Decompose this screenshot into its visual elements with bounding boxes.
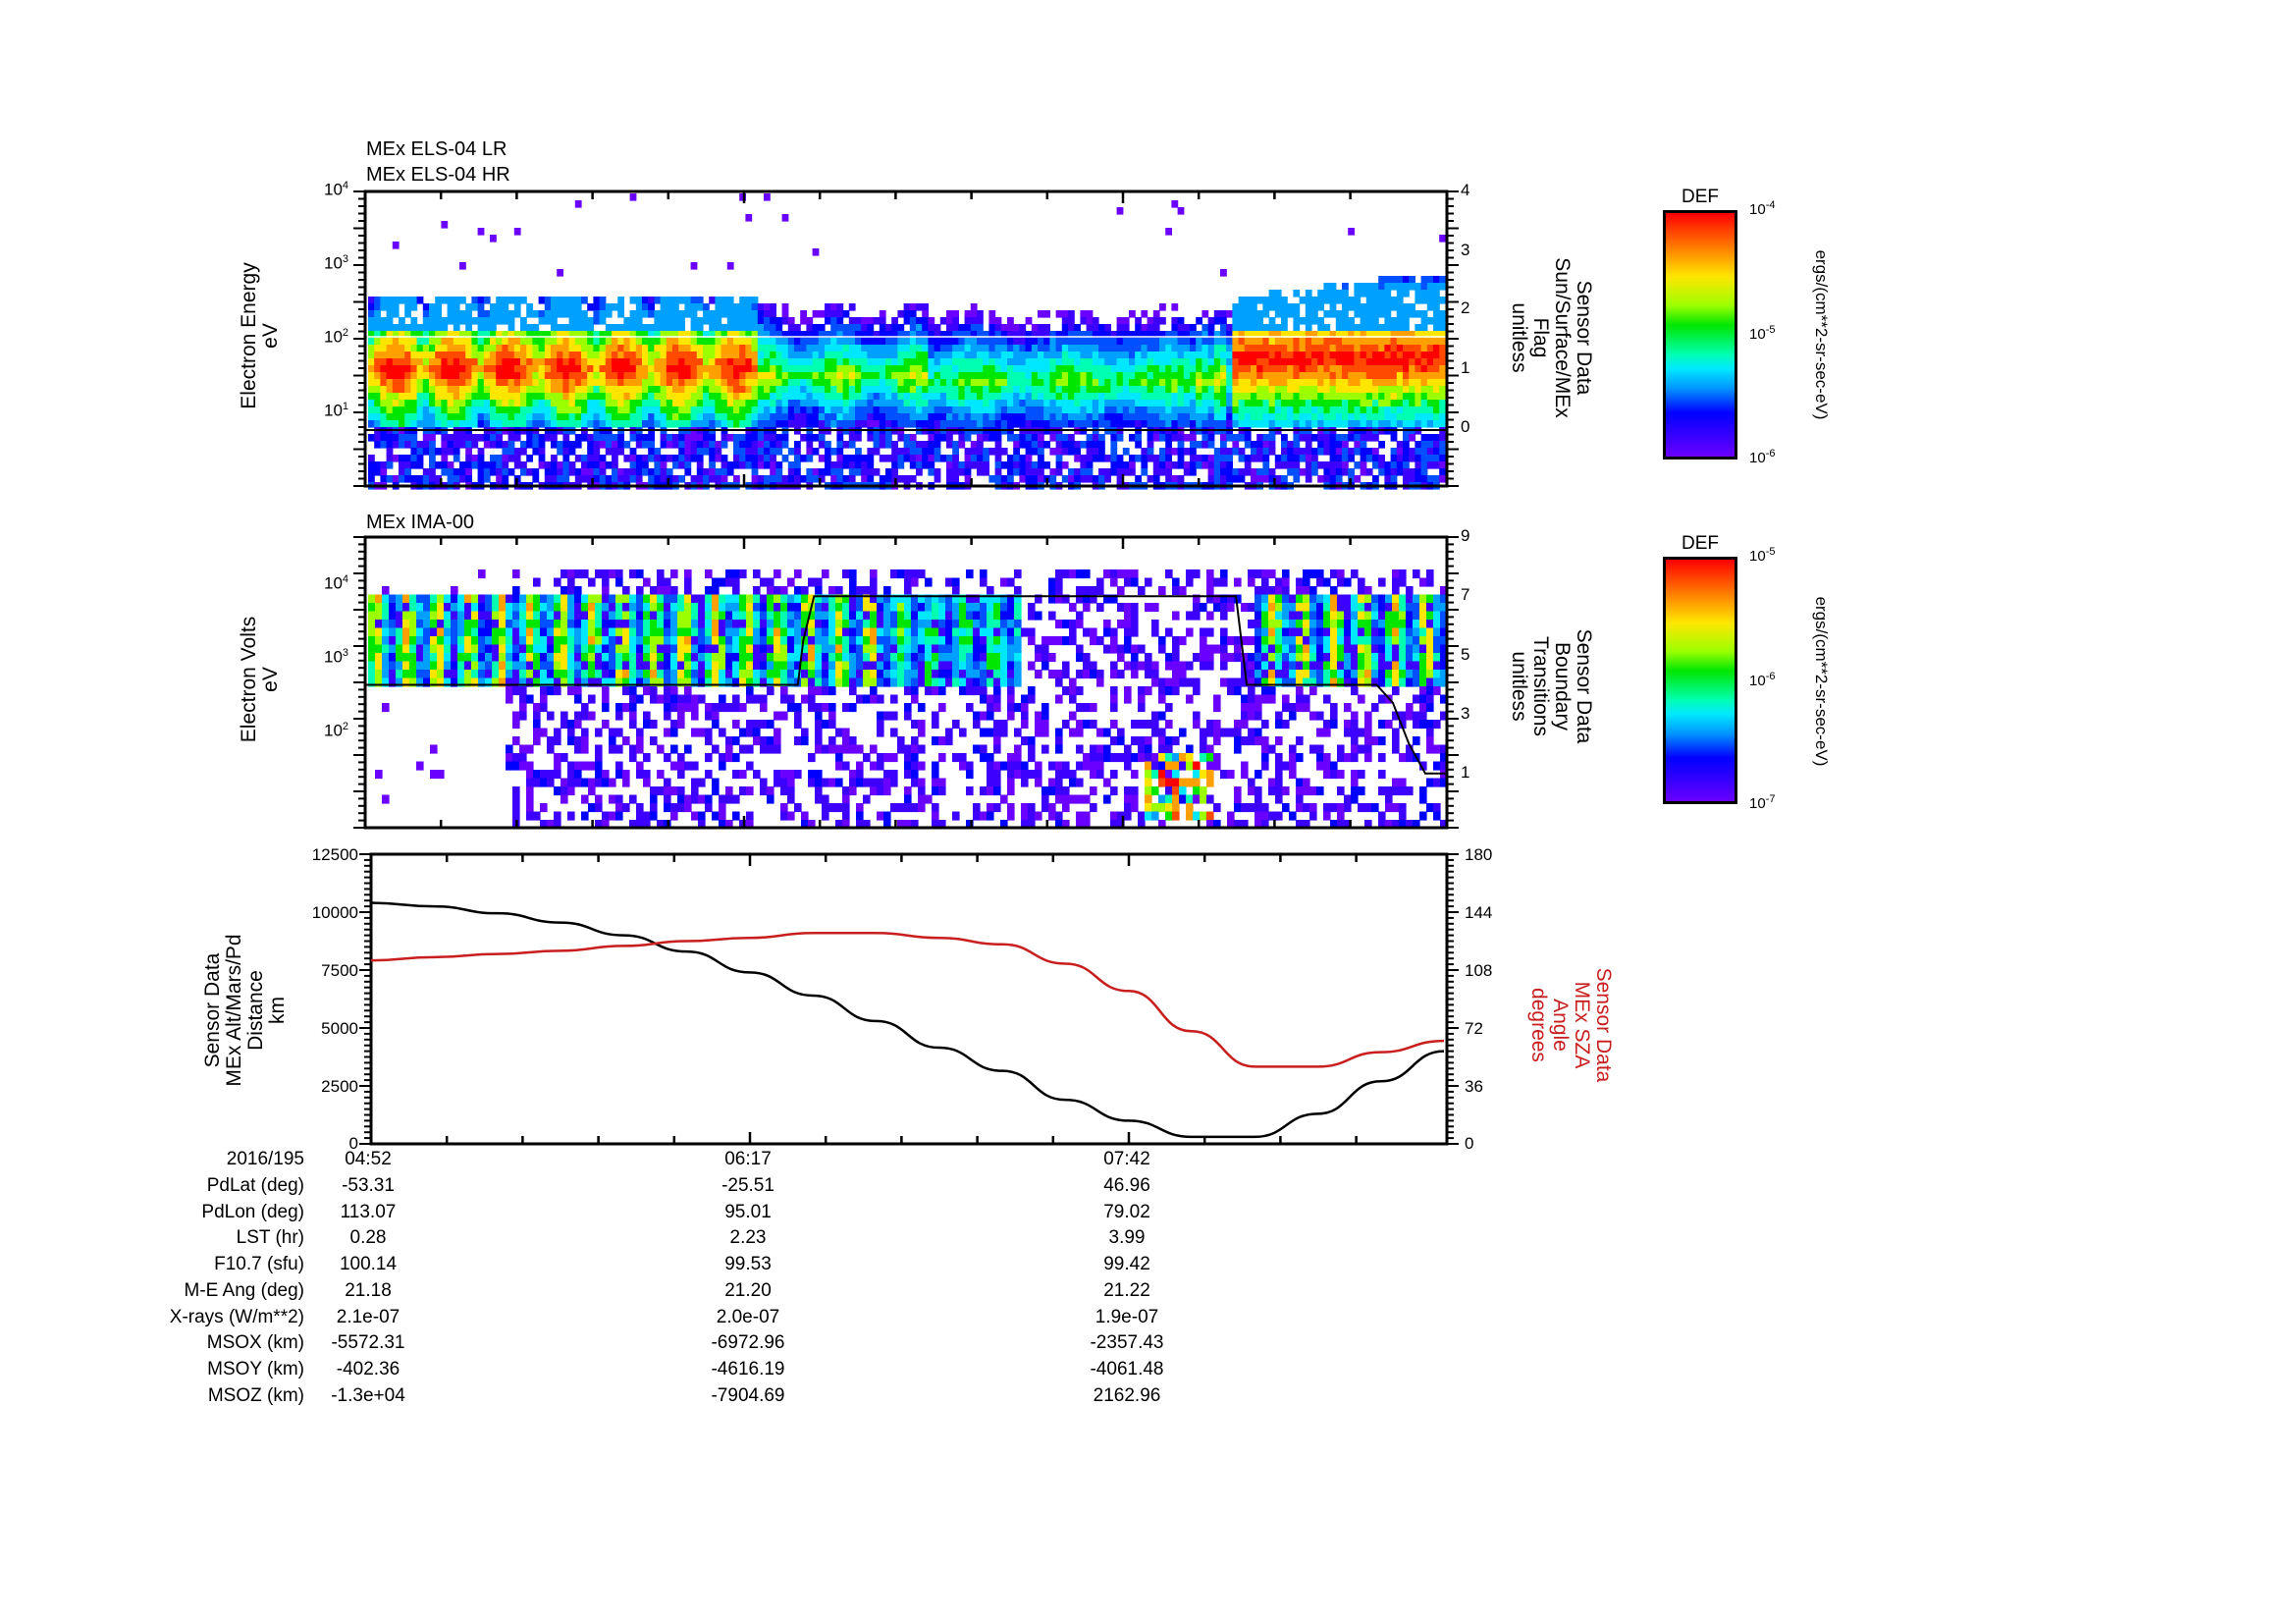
ephemeris-date: 2016/195 xyxy=(226,1149,304,1169)
ephemeris-row-label: MSOY (km) xyxy=(207,1358,304,1380)
ima-colorbar-title: DEF xyxy=(1682,533,1719,554)
ephemeris-row-label: MSOX (km) xyxy=(206,1332,304,1354)
els-colorbar xyxy=(1663,210,1737,460)
orbit-ytick-7500: 7500 xyxy=(321,961,358,980)
plot-frames xyxy=(353,189,1459,1146)
els-title-lr: MEx ELS-04 LR xyxy=(366,138,507,160)
orbit-y2tick-0: 0 xyxy=(1465,1134,1474,1153)
ima-ytick-1e3: 103 xyxy=(324,647,349,667)
ephemeris-time-0: 04:52 xyxy=(345,1149,392,1169)
ephemeris-row-value: -7904.69 xyxy=(711,1384,785,1406)
els-title-hr: MEx ELS-04 HR xyxy=(366,164,510,186)
ima-colorbar xyxy=(1663,557,1737,804)
ima-ytick-1e2: 102 xyxy=(324,721,349,740)
ephemeris-row-value: 46.96 xyxy=(1103,1175,1150,1196)
ima-colorbar-top: 10-5 xyxy=(1749,546,1776,565)
ima-y2tick-9: 9 xyxy=(1461,526,1470,545)
ephemeris-row-value: 113.07 xyxy=(340,1201,397,1222)
ephemeris-row-value: 95.01 xyxy=(724,1201,772,1222)
ima-y2tick-5: 5 xyxy=(1461,645,1470,664)
orbit-ytick-0: 0 xyxy=(348,1134,358,1153)
ephemeris-row-label: X-rays (W/m**2) xyxy=(169,1306,304,1327)
orbit-lines xyxy=(370,901,1445,1139)
ephemeris-row-value: -4061.48 xyxy=(1090,1358,1164,1380)
ephemeris-row-value: -25.51 xyxy=(721,1175,774,1196)
orbit-y2tick-144: 144 xyxy=(1465,903,1493,922)
els-ytick-1e4: 104 xyxy=(324,180,349,199)
orbit-y2tick-108: 108 xyxy=(1465,961,1493,980)
els-y2tick-4: 4 xyxy=(1461,181,1470,199)
ephemeris-row-value: 2162.96 xyxy=(1093,1384,1161,1406)
els-ytick-1e3: 103 xyxy=(324,253,349,273)
els-ytick-1e1: 101 xyxy=(324,401,349,420)
ima-spectrogram xyxy=(365,569,1448,830)
ephemeris-row-value: 1.9e-07 xyxy=(1095,1306,1159,1327)
ephemeris-row-value: -6972.96 xyxy=(711,1332,785,1354)
ephemeris-row-label: M-E Ang (deg) xyxy=(184,1279,305,1301)
ephemeris-row-value: 21.22 xyxy=(1103,1279,1150,1301)
ephemeris-row-label: F10.7 (sfu) xyxy=(214,1254,304,1275)
ephemeris-row-value: 2.23 xyxy=(729,1227,767,1249)
ephemeris-row-value: 99.42 xyxy=(1103,1254,1150,1275)
ima-colorbar-bottom: 10-7 xyxy=(1749,793,1776,812)
ephemeris-row-value: 100.14 xyxy=(339,1254,398,1275)
ephemeris-row-value: 21.20 xyxy=(724,1279,772,1301)
ima-y2tick-1: 1 xyxy=(1461,763,1470,782)
orbit-y2tick-72: 72 xyxy=(1465,1019,1483,1038)
ephemeris-row-value: 0.28 xyxy=(349,1227,387,1249)
ephemeris-row-value: -5572.31 xyxy=(331,1332,405,1354)
ephemeris-row-value: -402.36 xyxy=(336,1358,400,1380)
ephemeris-time-1: 06:17 xyxy=(724,1149,772,1169)
ephemeris-row-value: 99.53 xyxy=(724,1254,772,1275)
ima-y2tick-3: 3 xyxy=(1461,704,1470,723)
els-y2tick-3: 3 xyxy=(1461,241,1470,259)
els-spectrogram xyxy=(365,193,1447,490)
ephemeris-row-value: 2.0e-07 xyxy=(716,1306,780,1327)
ephemeris-row-value: -1.3e+04 xyxy=(331,1384,405,1406)
els-ytick-1e2: 102 xyxy=(324,327,349,347)
ephemeris-row-label: MSOZ (km) xyxy=(207,1384,304,1406)
ephemeris-row-value: -4616.19 xyxy=(711,1358,785,1380)
orbit-ytick-10000: 10000 xyxy=(311,903,358,922)
ephemeris-row-value: 2.1e-07 xyxy=(336,1306,400,1327)
orbit-ytick-2500: 2500 xyxy=(321,1077,358,1096)
els-y2tick-0: 0 xyxy=(1461,417,1470,436)
els-colorbar-top: 10-4 xyxy=(1749,199,1776,218)
els-colorbar-bottom: 10-6 xyxy=(1749,448,1776,466)
ephemeris-time-2: 07:42 xyxy=(1103,1149,1150,1169)
els-y2tick-2: 2 xyxy=(1461,298,1470,317)
els-y2tick-1: 1 xyxy=(1461,358,1470,377)
ephemeris-row-value: 79.02 xyxy=(1103,1201,1150,1222)
ephemeris-row-label: LST (hr) xyxy=(236,1227,304,1249)
orbit-ytick-12500: 12500 xyxy=(311,845,358,864)
els-colorbar-title: DEF xyxy=(1682,187,1719,207)
ima-colorbar-mid: 10-6 xyxy=(1749,671,1776,689)
orbit-y2tick-36: 36 xyxy=(1465,1077,1483,1096)
ima-y2tick-7: 7 xyxy=(1461,585,1470,604)
ima-title: MEx IMA-00 xyxy=(366,512,475,533)
orbit-ytick-5000: 5000 xyxy=(321,1019,358,1038)
ephemeris-row-value: -2357.43 xyxy=(1090,1332,1164,1354)
ephemeris-row-label: PdLon (deg) xyxy=(201,1201,304,1222)
ephemeris-row-label: PdLat (deg) xyxy=(206,1175,304,1196)
ephemeris-row-value: 21.18 xyxy=(345,1279,392,1301)
els-colorbar-mid: 10-5 xyxy=(1749,324,1776,343)
ima-ytick-1e4: 104 xyxy=(324,573,349,593)
ephemeris-row-value: 3.99 xyxy=(1108,1227,1146,1249)
ephemeris-row-value: -53.31 xyxy=(342,1175,395,1196)
orbit-y2tick-180: 180 xyxy=(1465,845,1493,864)
